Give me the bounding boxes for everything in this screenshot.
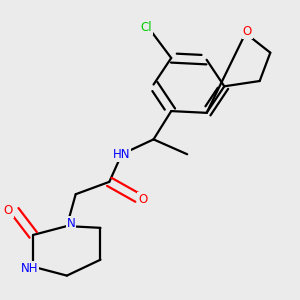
Text: HN: HN xyxy=(113,148,130,161)
Text: O: O xyxy=(138,193,148,206)
Text: N: N xyxy=(67,217,76,230)
Text: O: O xyxy=(243,25,252,38)
Text: NH: NH xyxy=(21,262,38,275)
Text: Cl: Cl xyxy=(140,21,152,34)
Text: O: O xyxy=(4,204,13,218)
